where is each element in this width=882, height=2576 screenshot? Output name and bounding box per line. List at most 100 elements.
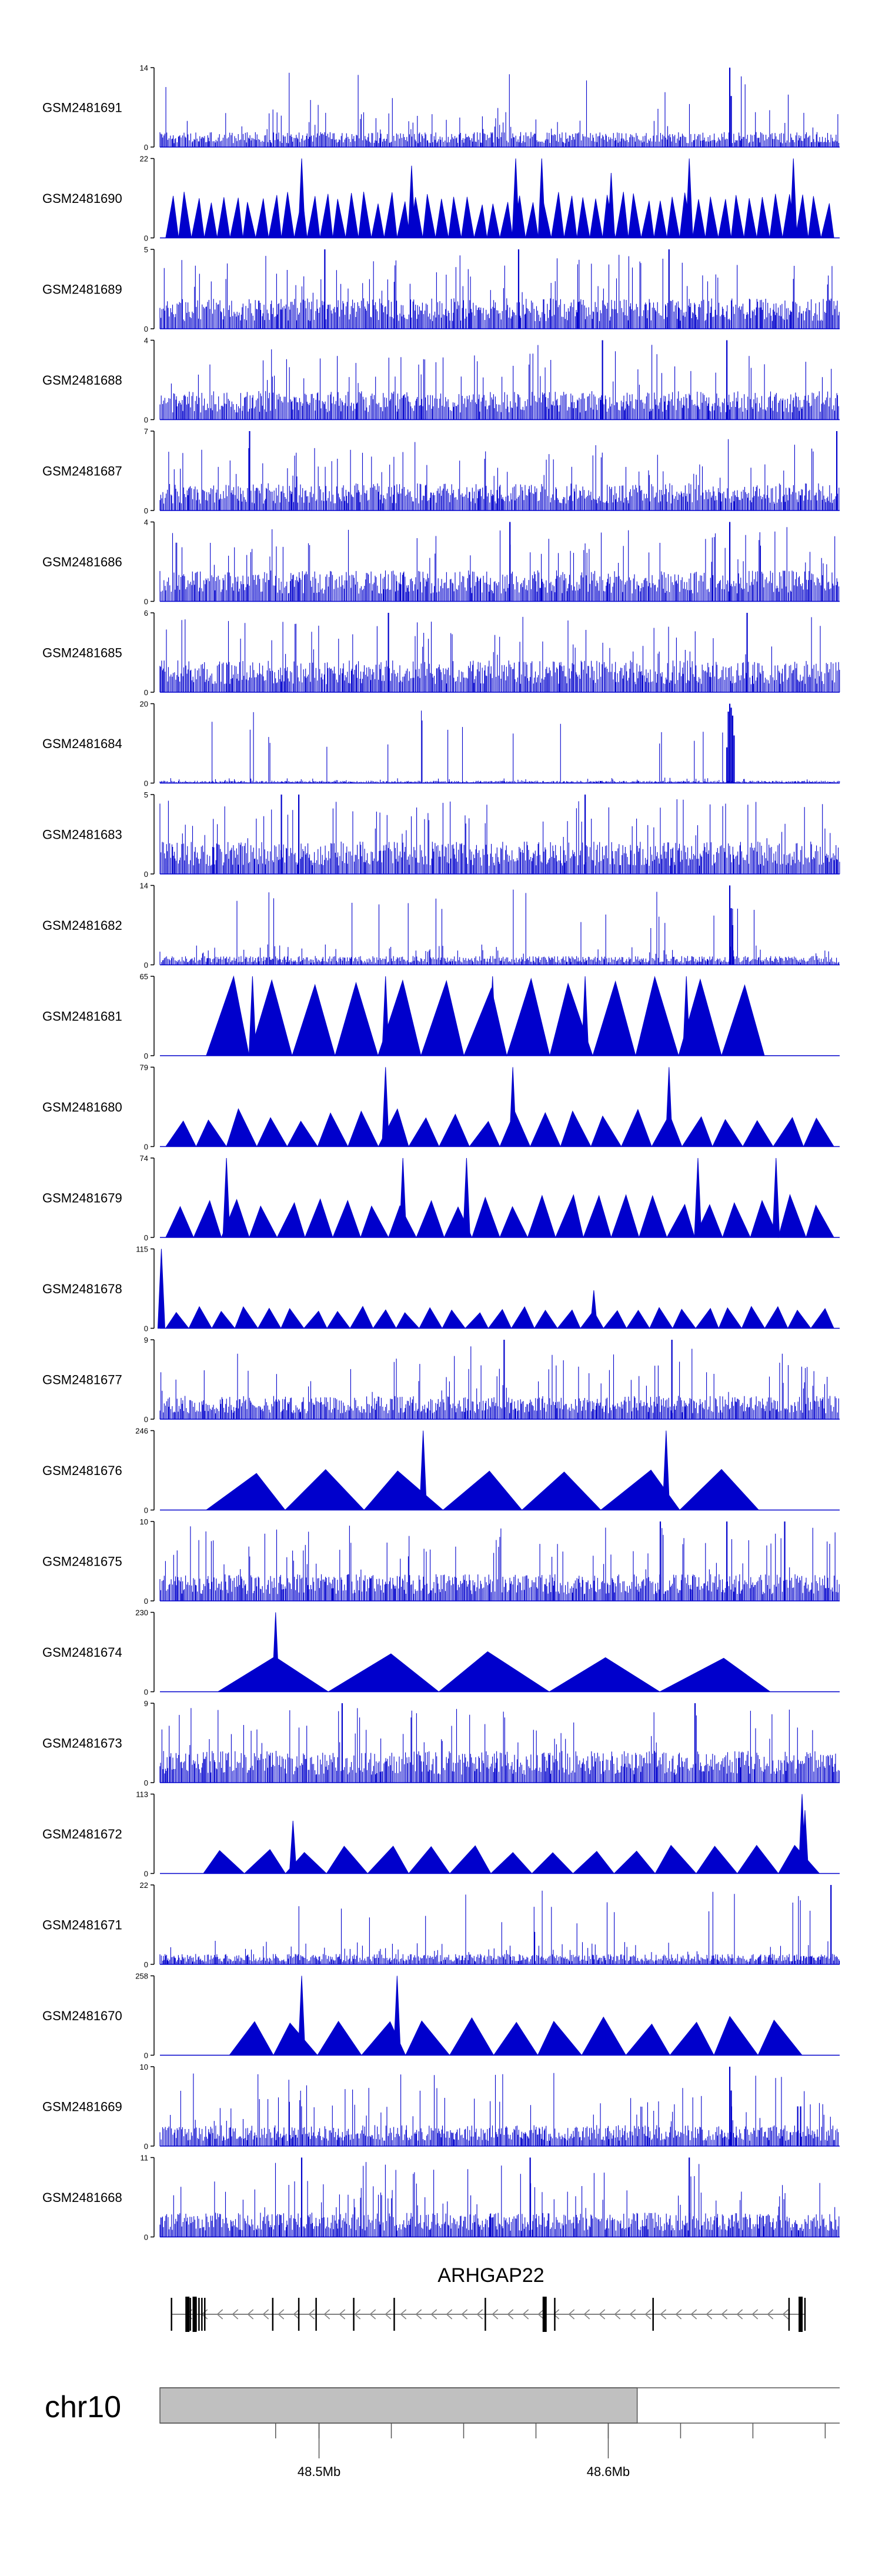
track-label: GSM2481684	[42, 736, 122, 751]
track-label: GSM2481672	[42, 1827, 122, 1841]
strand-arrow-icon	[216, 2309, 223, 2320]
strand-arrow-icon	[721, 2309, 728, 2320]
strand-arrow-icon	[644, 2309, 652, 2320]
track-GSM2481678: GSM2481678 115 0	[42, 1245, 840, 1333]
y-tick-label-max: 5	[144, 790, 148, 799]
signal-area	[229, 2016, 803, 2056]
strand-arrow-icon	[385, 2309, 392, 2320]
y-tick-label-max: 4	[144, 518, 148, 527]
y-tick-label-min: 0	[144, 1870, 148, 1878]
signal-area	[206, 975, 765, 1057]
strand-arrow-icon	[706, 2309, 713, 2320]
strand-arrow-icon	[675, 2309, 682, 2320]
y-tick-label-min: 0	[144, 1415, 148, 1424]
chromosome-label: chr10	[45, 2390, 121, 2424]
y-tick-label-max: 113	[136, 1790, 148, 1799]
y-tick-label-min: 0	[144, 1688, 148, 1697]
track-GSM2481679: GSM2481679 74 0	[42, 1154, 840, 1242]
signal-area	[216, 1651, 771, 1693]
signal-bars	[159, 1526, 840, 1601]
ideogram-highlight	[159, 2387, 638, 2424]
y-tick-label-max: 79	[140, 1063, 148, 1072]
y-tick-label-min: 0	[144, 2051, 148, 2060]
coding-exon	[799, 2297, 803, 2332]
y-tick-label-max: 246	[135, 1427, 148, 1436]
strand-arrow-icon	[629, 2309, 636, 2320]
y-tick-label-min: 0	[144, 1778, 148, 1787]
strand-arrow-icon	[430, 2309, 437, 2320]
coding-exon	[542, 2297, 547, 2332]
y-tick-label-min: 0	[144, 779, 148, 788]
strand-arrow-icon	[247, 2309, 254, 2320]
y-tick-label-max: 22	[140, 155, 148, 163]
strand-arrow-icon	[782, 2309, 789, 2320]
strand-arrow-icon	[614, 2309, 621, 2320]
gene-track: ARHGAP22	[171, 2264, 806, 2332]
track-label: GSM2481690	[42, 191, 122, 206]
y-tick-label-min: 0	[144, 1597, 148, 1606]
y-tick-label-max: 10	[140, 1517, 148, 1526]
strand-arrow-icon	[599, 2309, 606, 2320]
track-GSM2481676: GSM2481676 246 0	[42, 1427, 840, 1515]
signal-bars	[159, 2073, 839, 2146]
y-tick-label-max: 6	[144, 609, 148, 618]
y-tick-label-min: 0	[144, 1143, 148, 1152]
signal-bars	[159, 527, 840, 602]
track-GSM2481688: GSM2481688 4 0	[42, 336, 840, 425]
strand-arrow-icon	[415, 2309, 422, 2320]
track-GSM2481677: GSM2481677 9 0	[42, 1336, 840, 1424]
strand-arrow-icon	[323, 2309, 330, 2320]
strand-arrow-icon	[767, 2309, 774, 2320]
track-label: GSM2481677	[42, 1373, 122, 1387]
strand-arrow-icon	[507, 2309, 514, 2320]
strand-arrow-icon	[660, 2309, 667, 2320]
track-GSM2481690: GSM2481690 22 0	[42, 155, 840, 243]
track-label: GSM2481675	[42, 1554, 122, 1569]
signal-bars	[159, 255, 840, 329]
signal-area	[165, 1306, 834, 1329]
track-label: GSM2481669	[42, 2100, 122, 2114]
y-tick-label-min: 0	[144, 1324, 148, 1333]
strand-arrow-icon	[537, 2309, 544, 2320]
track-label: GSM2481679	[42, 1191, 122, 1206]
chromosome-ideogram: chr10 48.5Mb 48.6Mb	[45, 2387, 840, 2479]
y-tick-label-max: 7	[144, 427, 148, 436]
y-tick-label-max: 4	[144, 336, 148, 345]
y-tick-label-min: 0	[144, 870, 148, 879]
track-GSM2481673: GSM2481673 9 0	[42, 1699, 840, 1787]
strand-arrow-icon	[522, 2309, 529, 2320]
strand-arrow-icon	[751, 2309, 759, 2320]
track-GSM2481685: GSM2481685 6 0	[42, 609, 840, 697]
signal-bars	[159, 889, 840, 965]
track-GSM2481689: GSM2481689 5 0	[42, 245, 840, 333]
y-tick-label-min: 0	[144, 143, 148, 152]
track-GSM2481691: GSM2481691 14 0	[42, 64, 840, 152]
y-tick-label-max: 14	[140, 64, 148, 72]
strand-arrow-icon	[461, 2309, 468, 2320]
signal-area	[203, 1844, 820, 1874]
track-GSM2481684: GSM2481684 20 0	[42, 700, 840, 788]
y-tick-label-min: 0	[144, 688, 148, 697]
coding-exon	[192, 2297, 197, 2332]
y-tick-label-min: 0	[144, 2233, 148, 2242]
track-GSM2481675: GSM2481675 10 0	[42, 1517, 840, 1606]
y-tick-label-max: 65	[140, 972, 148, 981]
y-tick-label-max: 10	[140, 2063, 148, 2071]
track-GSM2481672: GSM2481672 113 0	[42, 1790, 840, 1878]
y-tick-label-min: 0	[144, 234, 148, 243]
y-tick-label-max: 9	[144, 1336, 148, 1344]
track-label: GSM2481691	[42, 101, 122, 115]
strand-arrow-icon	[278, 2309, 285, 2320]
track-label: GSM2481671	[42, 1918, 122, 1933]
y-tick-label-min: 0	[144, 416, 148, 425]
track-label: GSM2481688	[42, 373, 122, 388]
track-label: GSM2481674	[42, 1645, 122, 1660]
signal-bars	[159, 616, 840, 692]
strand-arrow-icon	[492, 2309, 499, 2320]
signal-bars	[159, 799, 840, 874]
strand-arrow-icon	[446, 2309, 453, 2320]
strand-arrow-icon	[400, 2309, 407, 2320]
track-GSM2481671: GSM2481671 22 0	[42, 1881, 840, 1969]
y-tick-label-min: 0	[144, 325, 148, 333]
